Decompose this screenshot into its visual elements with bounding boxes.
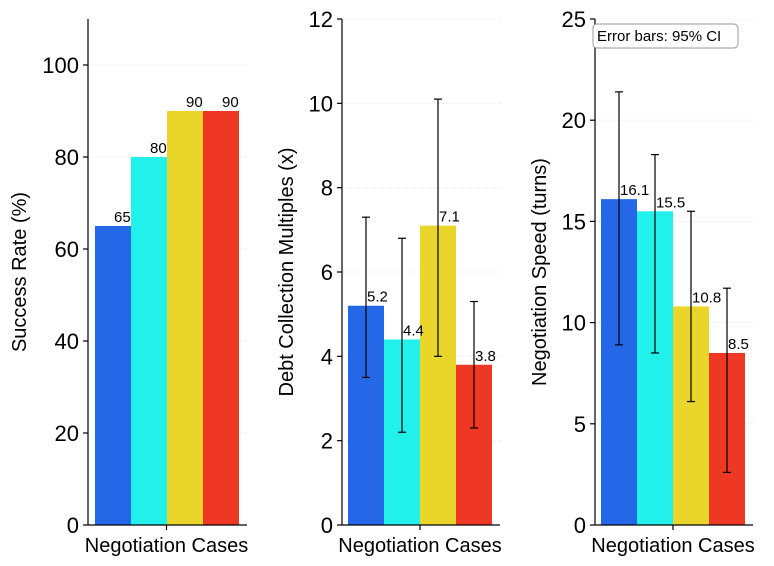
panel-3-x-axis-title: Negotiation Cases xyxy=(591,535,754,557)
panel-2-ytick-label: 4 xyxy=(321,344,333,369)
panel-3-value-label-4: 8.5 xyxy=(728,336,749,353)
panel-1-x-axis-title: Negotiation Cases xyxy=(85,535,248,557)
panel-3-value-label-1: 16.1 xyxy=(620,182,649,199)
panel-1-ytick-label: 80 xyxy=(55,145,79,170)
panel-2-value-label-1: 5.2 xyxy=(367,289,388,306)
panel-3-ytick-label: 0 xyxy=(574,513,586,538)
panel-2-ytick-label: 0 xyxy=(321,513,333,538)
panel-2-x-axis-title: Negotiation Cases xyxy=(338,535,501,557)
panel-1-ytick-label: 100 xyxy=(42,53,79,78)
panel-2-value-label-4: 3.8 xyxy=(475,348,496,365)
panel-2-ytick-label: 10 xyxy=(309,91,333,116)
panel-3-ytick-label: 25 xyxy=(562,7,586,32)
panel-3-note-box xyxy=(592,23,739,49)
panel-1-bar-3 xyxy=(167,111,203,525)
panel-3-value-label-3: 10.8 xyxy=(692,289,721,306)
panel-3-ytick-label: 5 xyxy=(574,412,586,437)
panel-2-ytick-label: 6 xyxy=(321,260,333,285)
panel-3-ytick-label: 15 xyxy=(562,209,586,234)
panel-1-y-axis-title: Success Rate (%) xyxy=(9,192,31,352)
panel-2-ytick-label: 8 xyxy=(321,176,333,201)
panel-2-ytick-label: 2 xyxy=(321,429,333,454)
panel-2-value-label-2: 4.4 xyxy=(403,322,424,339)
panel-2-y-axis-title: Debt Collection Multiples (x) xyxy=(276,148,298,397)
panel-2-value-label-3: 7.1 xyxy=(439,209,460,226)
panel-1-value-label-3: 90 xyxy=(186,94,203,111)
panel-1-bar-2 xyxy=(131,157,167,525)
panel-1-ytick-label: 40 xyxy=(55,329,79,354)
panel-3-ytick-label: 10 xyxy=(562,311,586,336)
panel-1-value-label-4: 90 xyxy=(222,94,239,111)
panel-1-ytick-label: 60 xyxy=(55,237,79,262)
panel-3-ytick-label: 20 xyxy=(562,108,586,133)
panel-1-ytick-label: 0 xyxy=(67,513,79,538)
panel-1-ytick-label: 20 xyxy=(55,421,79,446)
panel-2-ytick-label: 12 xyxy=(309,7,333,32)
panel-3-note-text: Error bars: 95% CI xyxy=(597,28,721,45)
panel-1-value-label-2: 80 xyxy=(150,140,167,157)
panel-1-value-label-1: 65 xyxy=(114,209,131,226)
panel-1-bar-4 xyxy=(203,111,239,525)
panel-3-value-label-2: 15.5 xyxy=(656,194,685,211)
panel-3-y-axis-title: Negotiation Speed (turns) xyxy=(529,158,551,386)
panel-1-bar-1 xyxy=(95,226,131,525)
